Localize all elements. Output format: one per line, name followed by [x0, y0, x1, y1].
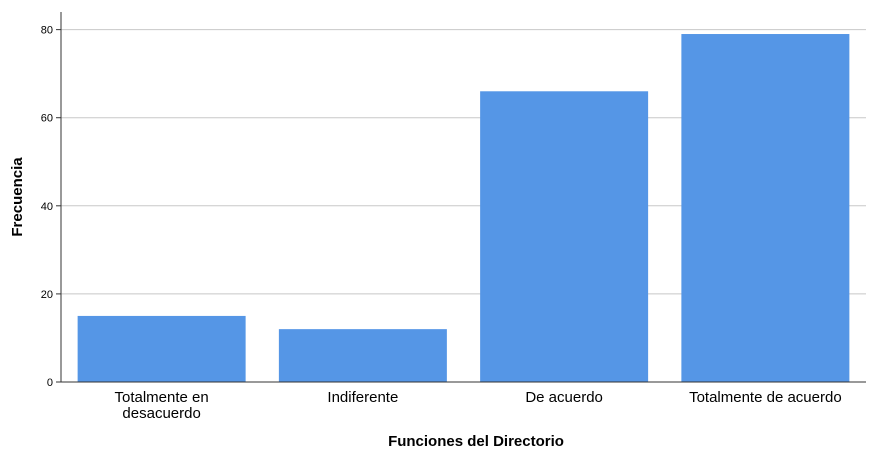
bar: [681, 34, 850, 383]
x-tick-label: Totalmente de acuerdo: [689, 389, 842, 406]
bar: [77, 315, 246, 382]
x-tick-label-line: Indiferente: [327, 389, 398, 406]
y-tick-labels: 0 20 40 60 80: [41, 25, 61, 389]
x-axis-title: Funciones del Directorio: [388, 433, 564, 450]
axes: [60, 12, 866, 383]
y-tick-label: 0: [47, 377, 53, 389]
bar: [480, 91, 649, 383]
x-tick-label: Totalmente en desacuerdo: [115, 389, 209, 422]
x-tick-label: De acuerdo: [525, 389, 603, 406]
y-axis-title: Frecuencia: [9, 157, 26, 237]
y-tick-label: 40: [41, 201, 53, 213]
bar: [278, 329, 447, 382]
y-tick-label: 60: [41, 113, 53, 125]
x-tick-label-line: Totalmente de acuerdo: [689, 389, 842, 406]
x-tick-label-line: De acuerdo: [525, 389, 603, 406]
x-tick-label: Indiferente: [327, 389, 398, 406]
x-tick-label-line: desacuerdo: [122, 405, 200, 422]
x-category-labels: Totalmente en desacuerdo Indiferente De acu…: [115, 389, 842, 422]
x-tick-label-line: Totalmente en: [115, 389, 209, 406]
bars: [77, 34, 850, 383]
y-tick-label: 20: [41, 289, 53, 301]
y-tick-label: 80: [41, 25, 53, 37]
